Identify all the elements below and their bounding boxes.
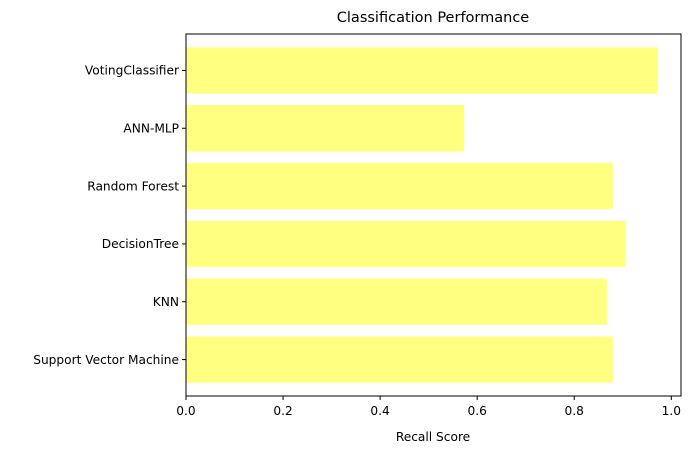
bar-votingclassifier bbox=[186, 47, 658, 94]
x-tick-label: 0.8 bbox=[565, 404, 584, 418]
bar-ann-mlp bbox=[186, 105, 465, 152]
x-axis-ticks: 0.0 0.2 0.4 0.6 0.8 1.0 bbox=[176, 396, 681, 418]
bar-support-vector-machine bbox=[186, 336, 614, 383]
x-tick-label: 0.0 bbox=[176, 404, 195, 418]
y-tick-label: VotingClassifier bbox=[85, 64, 180, 78]
y-tick-label: ANN-MLP bbox=[123, 122, 179, 136]
x-tick-label: 0.6 bbox=[467, 404, 486, 418]
chart-title: Classification Performance bbox=[337, 10, 530, 26]
plot-frame bbox=[185, 33, 682, 397]
y-tick-label: Support Vector Machine bbox=[33, 353, 179, 367]
y-tick-label: Random Forest bbox=[87, 179, 179, 193]
bar-random-forest bbox=[186, 162, 614, 210]
x-tick-label: 1.0 bbox=[662, 404, 681, 418]
x-tick-label: 0.2 bbox=[273, 404, 292, 418]
x-axis-label: Recall Score bbox=[396, 430, 470, 444]
y-axis-ticks: Support Vector Machine KNN DecisionTree Ran… bbox=[33, 64, 186, 367]
bars-group bbox=[186, 47, 658, 383]
bar-knn bbox=[186, 278, 608, 325]
y-tick-label: DecisionTree bbox=[102, 237, 179, 251]
bar-decisiontree bbox=[186, 220, 626, 268]
x-tick-label: 0.4 bbox=[370, 404, 390, 418]
y-tick-label: KNN bbox=[153, 295, 179, 309]
